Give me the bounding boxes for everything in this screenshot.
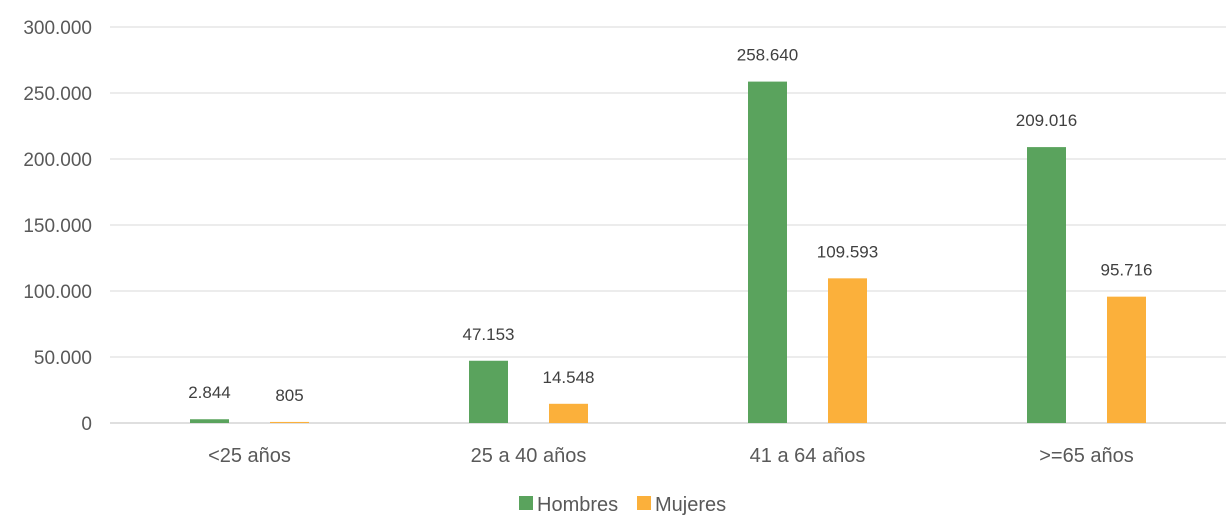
bar-mujeres xyxy=(828,278,867,423)
data-labels: 2.844 805 47.153 14.548 258.640 109.593 209.01… xyxy=(188,46,1152,405)
data-label: 209.016 xyxy=(1016,111,1077,130)
bars xyxy=(190,81,1146,423)
data-label: 109.593 xyxy=(817,242,878,261)
data-label: 14.548 xyxy=(543,368,595,387)
gridlines xyxy=(110,26,1226,424)
legend: Hombres Mujeres xyxy=(519,494,726,516)
legend-label-mujeres: Mujeres xyxy=(655,494,726,516)
y-tick-label: 50.000 xyxy=(34,348,92,369)
bar-mujeres xyxy=(1107,296,1146,423)
y-tick-label: 100.000 xyxy=(23,282,92,303)
y-tick-label: 150.000 xyxy=(23,216,92,237)
bar-hombres xyxy=(190,419,229,423)
data-label: 95.716 xyxy=(1101,261,1153,280)
data-label: 2.844 xyxy=(188,383,231,402)
legend-swatch-hombres xyxy=(519,496,533,510)
data-label: 47.153 xyxy=(463,325,515,344)
bar-hombres xyxy=(1027,147,1066,423)
legend-swatch-mujeres xyxy=(637,496,651,510)
bar-mujeres xyxy=(270,421,309,423)
y-tick-label: 300.000 xyxy=(23,18,92,39)
bar-mujeres xyxy=(549,403,588,423)
y-tick-label: 0 xyxy=(81,414,92,435)
y-tick-label: 250.000 xyxy=(23,84,92,105)
x-tick-label: 25 a 40 años xyxy=(471,445,587,467)
x-tick-label: <25 años xyxy=(208,445,291,467)
legend-label-hombres: Hombres xyxy=(537,494,618,516)
x-tick-label: 41 a 64 años xyxy=(750,445,866,467)
bar-hombres xyxy=(469,360,508,423)
x-tick-label: >=65 años xyxy=(1039,445,1134,467)
data-label: 805 xyxy=(275,386,303,405)
y-tick-label: 200.000 xyxy=(23,150,92,171)
y-axis-ticks: 0 50.000 100.000 150.000 200.000 250.000 300.0… xyxy=(23,18,92,435)
bar-hombres xyxy=(748,81,787,423)
data-label: 258.640 xyxy=(737,46,798,65)
x-axis-ticks: <25 años 25 a 40 años 41 a 64 años >=65 año… xyxy=(208,445,1134,467)
